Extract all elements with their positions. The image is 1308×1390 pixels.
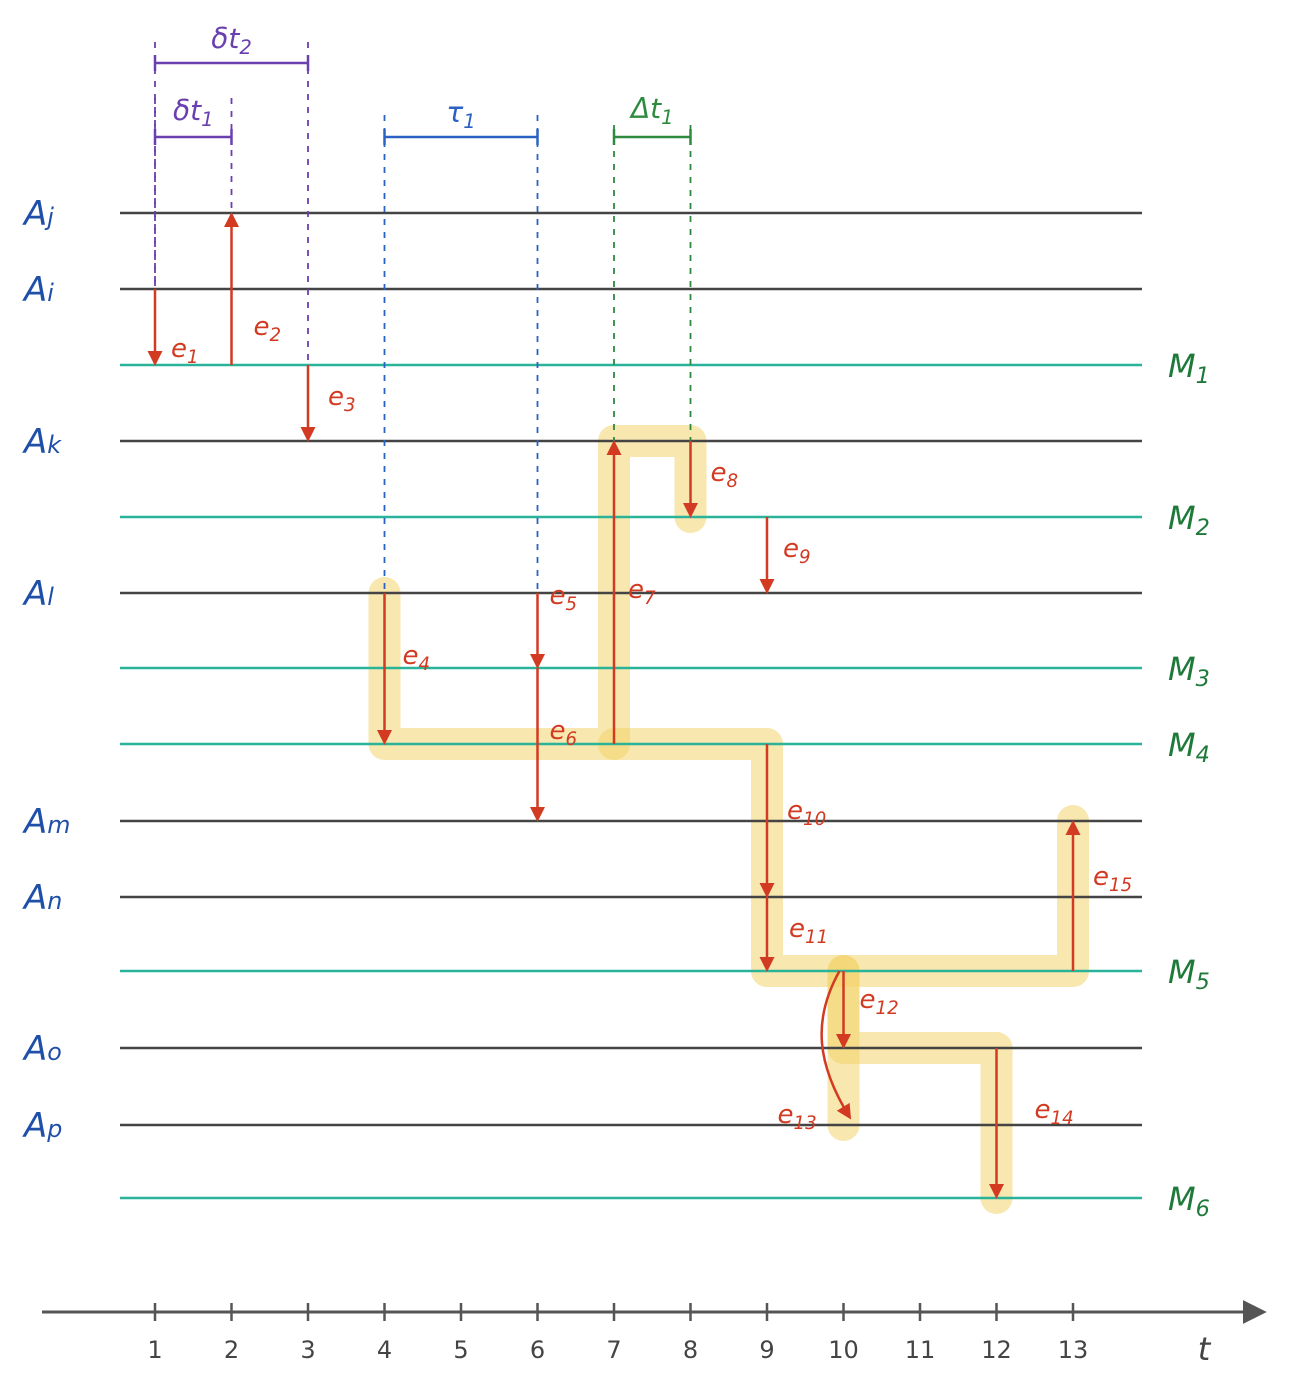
node-label-Al: Al: [22, 574, 54, 614]
node-label-Ak: Ak: [22, 422, 62, 462]
axis-tick-label-3: 3: [300, 1336, 315, 1364]
axis-tick-label-10: 10: [828, 1336, 859, 1364]
axis-label: t: [1198, 1330, 1212, 1368]
edge-label-e5: e5: [550, 581, 578, 615]
node-label-Aj: Aj: [22, 194, 54, 234]
axis-tick-label-5: 5: [453, 1336, 468, 1364]
mediator-label-M3: M3: [1168, 650, 1210, 692]
interval-label-2: δt1: [173, 94, 214, 131]
axis-tick-label-9: 9: [759, 1336, 774, 1364]
axis-tick-label-6: 6: [530, 1336, 545, 1364]
edge-label-e9: e9: [783, 534, 811, 568]
node-label-Ap: Ap: [22, 1106, 62, 1146]
mediator-label-M6: M6: [1168, 1180, 1210, 1222]
timelines: Aj Ai M1 Ak M2 Al M3 M4 Am An M5 Ao Ap M6: [22, 194, 1210, 1222]
axis-tick-label-8: 8: [683, 1336, 698, 1364]
axis-tick-label-13: 13: [1058, 1336, 1089, 1364]
edge-label-e4: e4: [403, 641, 431, 675]
axis-tick-label-2: 2: [224, 1336, 239, 1364]
mediator-label-M5: M5: [1168, 953, 1210, 995]
highlight-path-2: [598, 728, 1089, 987]
interval-markers: δt2 δt1 τ1 Δt1: [153, 22, 692, 593]
time-axis: 1 2 3 4 5 6 7 8 9 10 11 12 13 t: [42, 1300, 1267, 1368]
edge-label-e14: e14: [1035, 1095, 1074, 1129]
node-label-Ai: Ai: [22, 270, 54, 310]
edge-label-e15: e15: [1093, 862, 1132, 896]
edge-label-e2: e2: [254, 312, 282, 346]
axis-tick-label-11: 11: [905, 1336, 936, 1364]
node-label-Ao: Ao: [22, 1029, 62, 1069]
axis-tick-label-4: 4: [377, 1336, 392, 1364]
edge-label-e7: e7: [628, 575, 656, 609]
edge-label-e12: e12: [860, 985, 899, 1019]
interval-label-4: Δt1: [629, 92, 674, 129]
edges: e1 e2 e3 e4 e5 e6 e7 e8 e9 e10 e11 e12 e13 e14 e15: [147, 212, 1132, 1199]
edge-label-e11: e11: [789, 914, 828, 948]
edge-label-e10: e10: [787, 796, 826, 830]
edge-label-e6: e6: [550, 716, 578, 750]
interval-label-1: δt2: [211, 22, 252, 59]
axis-tick-label-1: 1: [147, 1336, 162, 1364]
node-label-Am: Am: [22, 802, 70, 842]
interval-label-3: τ1: [446, 96, 475, 133]
edge-e13: [820, 970, 852, 1120]
edge-label-e13: e13: [778, 1100, 817, 1134]
highlight-paths: [368, 425, 1089, 1214]
mediator-label-M1: M1: [1168, 347, 1210, 389]
mediator-label-M4: M4: [1168, 726, 1210, 768]
mediator-label-M2: M2: [1168, 499, 1210, 541]
edge-label-e8: e8: [711, 458, 739, 492]
edge-label-e1: e1: [171, 334, 199, 368]
node-label-An: An: [22, 878, 62, 918]
axis-tick-label-12: 12: [981, 1336, 1012, 1364]
axis-tick-label-7: 7: [606, 1336, 621, 1364]
edge-label-e3: e3: [328, 382, 356, 416]
